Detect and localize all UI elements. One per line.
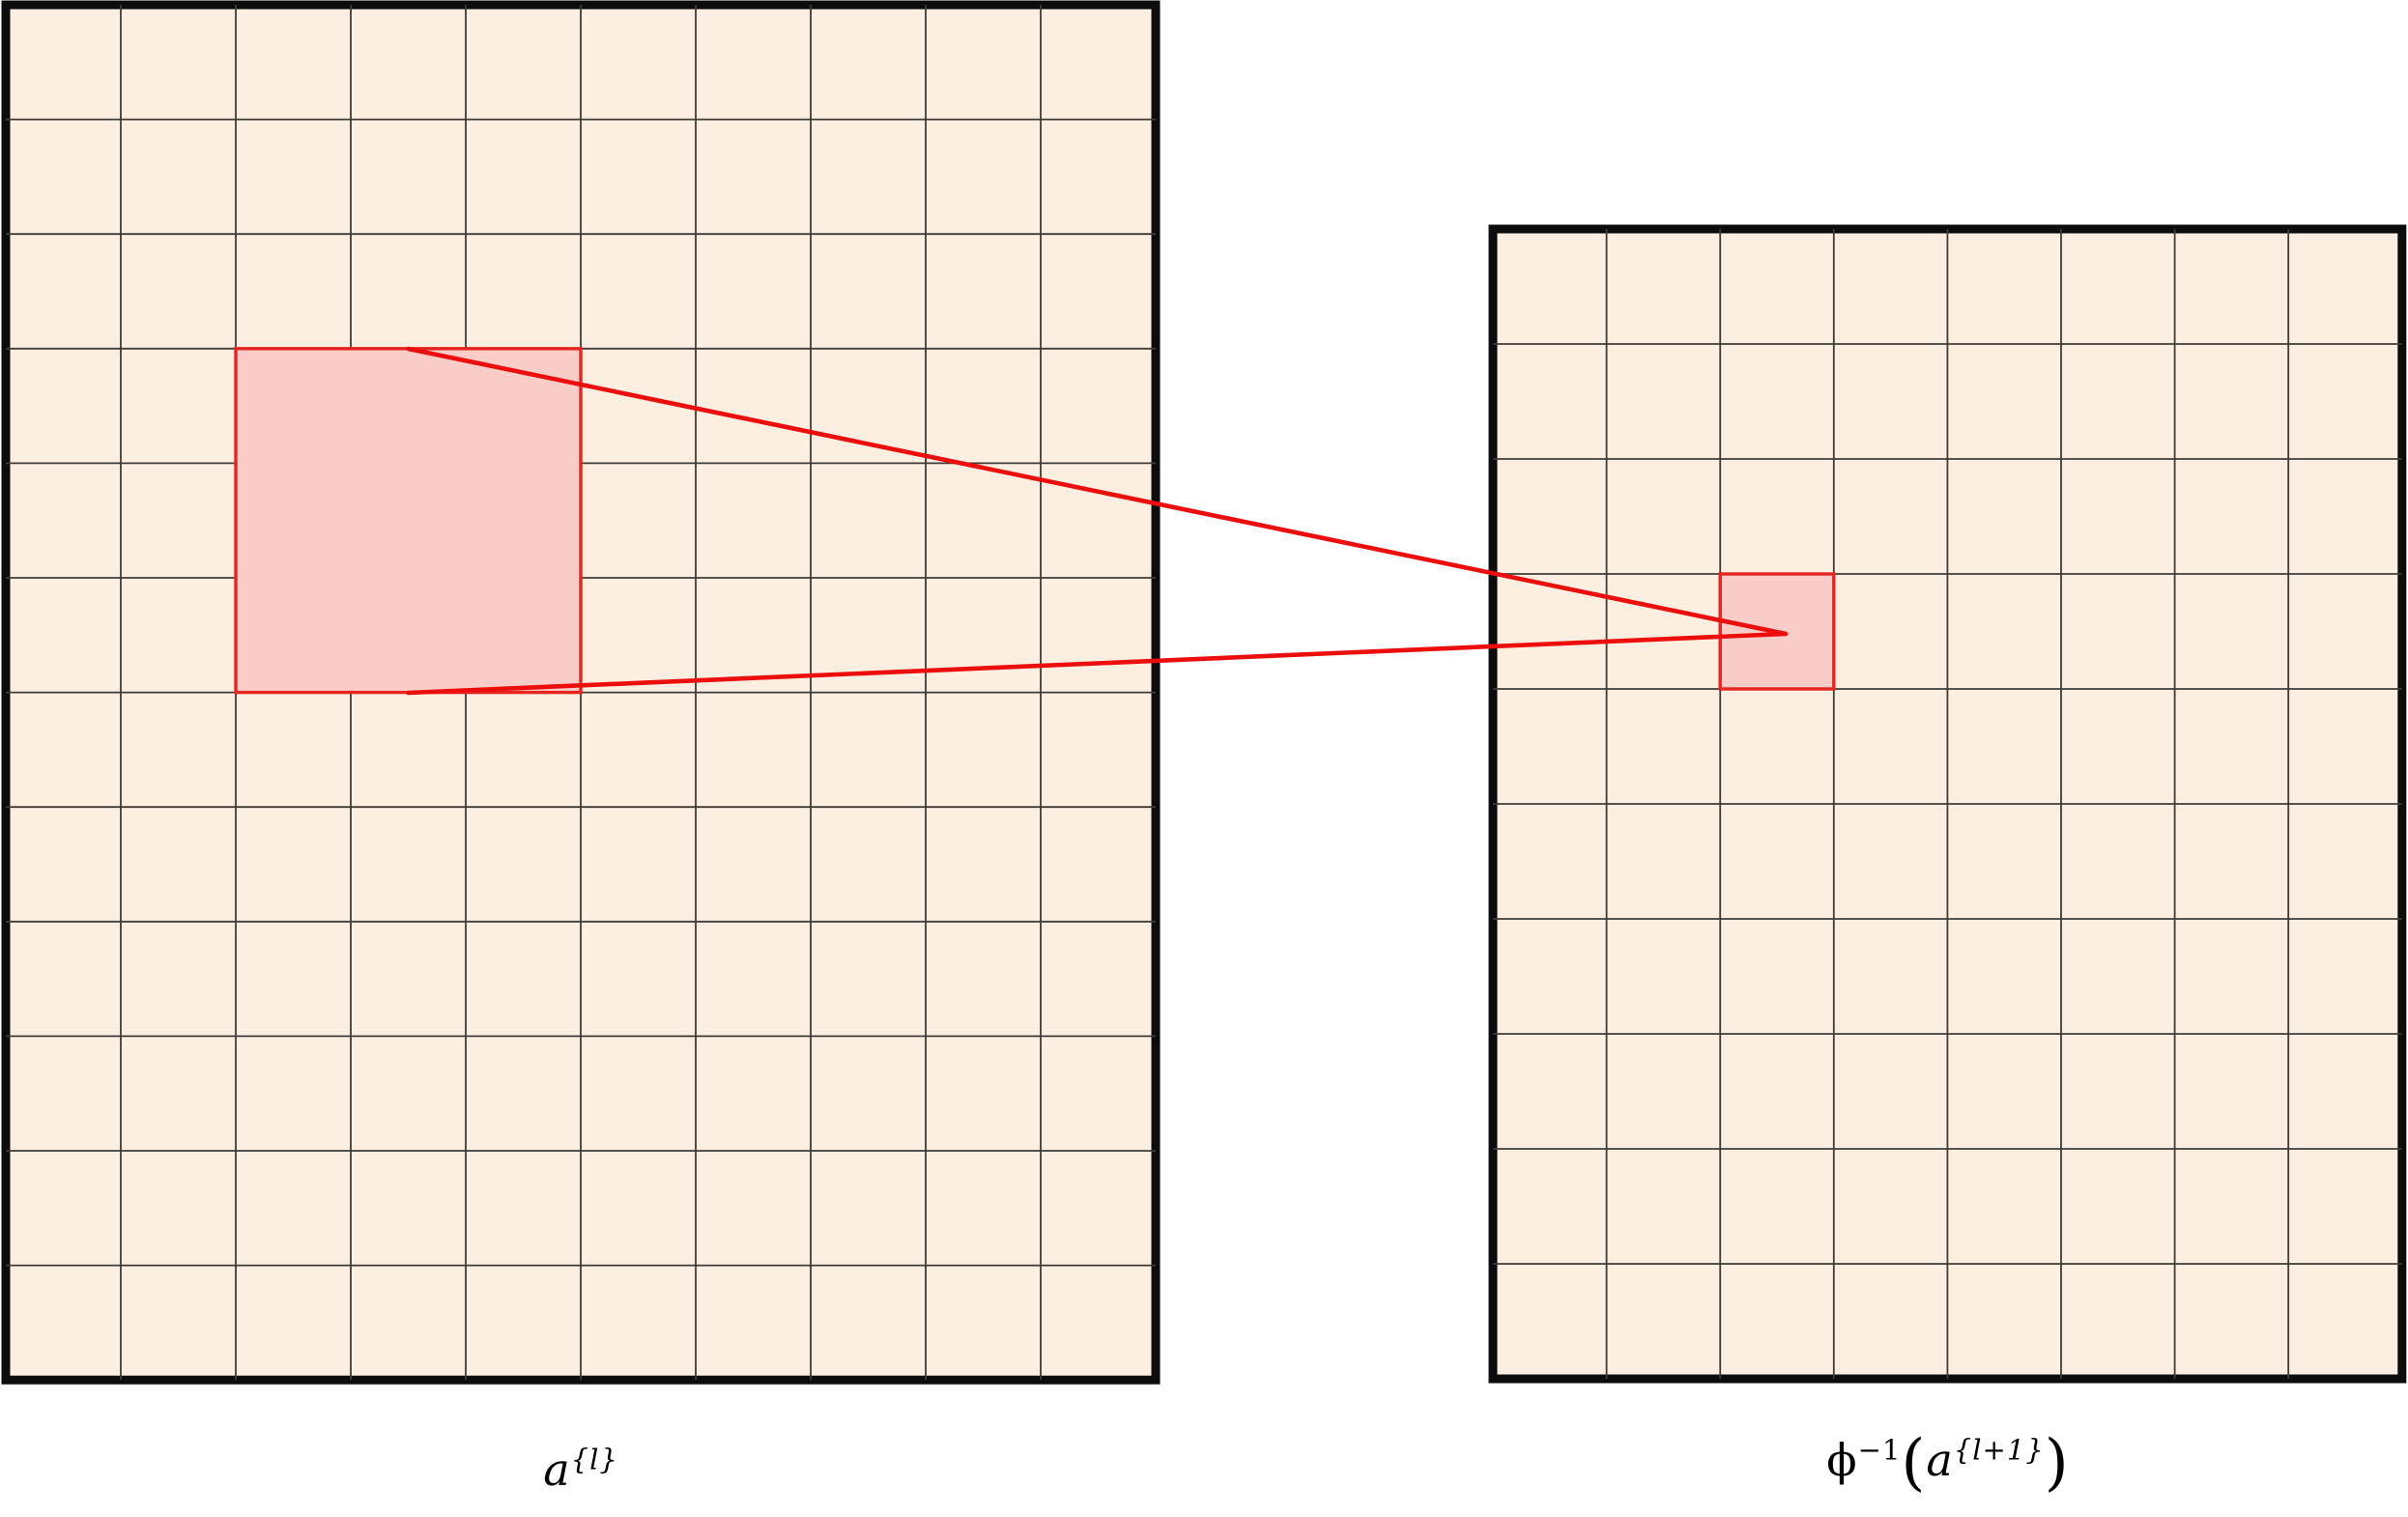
- right-label-superscript: {l+1}: [1953, 1433, 2045, 1467]
- right-label-math: ϕ−1(a{l+1}): [1826, 1432, 2069, 1494]
- right-label-variable: a: [1926, 1434, 1954, 1486]
- left-grid-highlight: [234, 347, 583, 695]
- left-grid-label: a{l}: [543, 1444, 618, 1496]
- phi-inverse-exponent: −1: [1857, 1433, 1902, 1467]
- connector-line-1: [406, 346, 1789, 637]
- open-paren: (: [1901, 1427, 1927, 1499]
- left-label-variable: a: [543, 1444, 571, 1496]
- left-label-math: a{l}: [543, 1444, 618, 1496]
- phi-symbol: ϕ: [1826, 1434, 1858, 1486]
- right-grid: [1488, 224, 2407, 1384]
- close-paren: ): [2044, 1427, 2070, 1499]
- left-label-superscript: {l}: [570, 1443, 618, 1476]
- right-grid-label: ϕ−1(a{l+1}): [1826, 1432, 2069, 1494]
- connector-line-2: [406, 631, 1789, 696]
- left-grid: [1, 0, 1161, 1385]
